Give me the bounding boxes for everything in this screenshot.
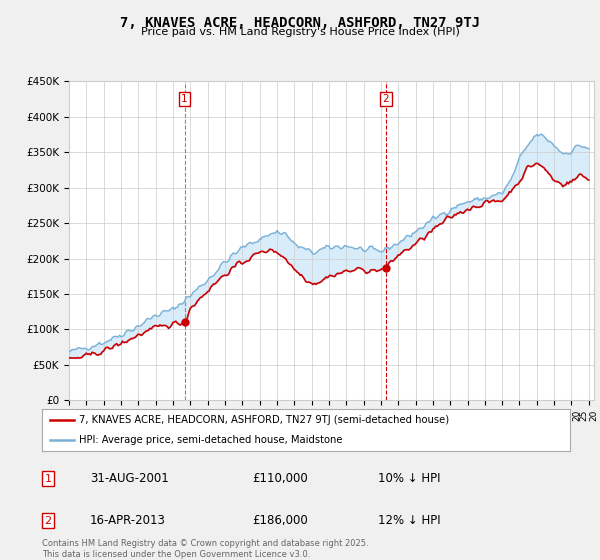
Text: 1: 1 <box>44 474 52 484</box>
Text: Contains HM Land Registry data © Crown copyright and database right 2025.
This d: Contains HM Land Registry data © Crown c… <box>42 539 368 559</box>
Text: 10% ↓ HPI: 10% ↓ HPI <box>378 472 440 486</box>
Text: 31-AUG-2001: 31-AUG-2001 <box>90 472 169 486</box>
Text: £186,000: £186,000 <box>252 514 308 528</box>
Text: 2: 2 <box>383 94 389 104</box>
Text: HPI: Average price, semi-detached house, Maidstone: HPI: Average price, semi-detached house,… <box>79 435 343 445</box>
Text: Price paid vs. HM Land Registry's House Price Index (HPI): Price paid vs. HM Land Registry's House … <box>140 27 460 37</box>
Text: 16-APR-2013: 16-APR-2013 <box>90 514 166 528</box>
Text: 2: 2 <box>44 516 52 526</box>
Text: 12% ↓ HPI: 12% ↓ HPI <box>378 514 440 528</box>
Text: 7, KNAVES ACRE, HEADCORN, ASHFORD, TN27 9TJ: 7, KNAVES ACRE, HEADCORN, ASHFORD, TN27 … <box>120 16 480 30</box>
Text: 7, KNAVES ACRE, HEADCORN, ASHFORD, TN27 9TJ (semi-detached house): 7, KNAVES ACRE, HEADCORN, ASHFORD, TN27 … <box>79 415 449 425</box>
Text: £110,000: £110,000 <box>252 472 308 486</box>
Text: 1: 1 <box>181 94 188 104</box>
